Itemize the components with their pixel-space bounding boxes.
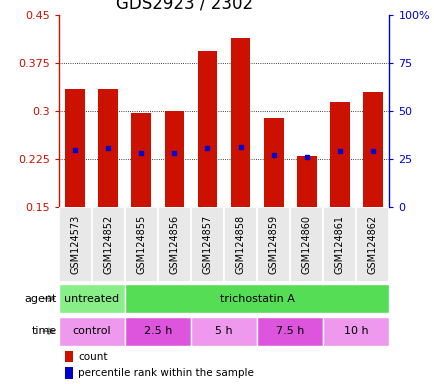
- Title: GDS2923 / 2302: GDS2923 / 2302: [115, 0, 252, 12]
- Bar: [59, 316, 125, 346]
- Text: trichostatin A: trichostatin A: [219, 293, 294, 304]
- Bar: [230, 38, 250, 207]
- Bar: [362, 92, 382, 207]
- Bar: [197, 51, 217, 207]
- Text: GSM124855: GSM124855: [136, 215, 146, 275]
- Bar: [224, 207, 256, 282]
- Text: 10 h: 10 h: [343, 326, 368, 336]
- Bar: [59, 207, 92, 282]
- Bar: [322, 316, 388, 346]
- Text: GSM124852: GSM124852: [103, 215, 113, 275]
- Bar: [92, 207, 125, 282]
- Text: time: time: [31, 326, 56, 336]
- Bar: [98, 89, 118, 207]
- Bar: [65, 89, 85, 207]
- Text: GSM124573: GSM124573: [70, 215, 80, 275]
- Text: control: control: [72, 326, 111, 336]
- Bar: [65, 367, 73, 379]
- Text: 5 h: 5 h: [215, 326, 232, 336]
- Bar: [355, 207, 388, 282]
- Text: 2.5 h: 2.5 h: [143, 326, 172, 336]
- Text: GSM124862: GSM124862: [367, 215, 377, 274]
- Text: GSM124857: GSM124857: [202, 215, 212, 275]
- Bar: [191, 207, 224, 282]
- Bar: [125, 316, 191, 346]
- Bar: [263, 118, 283, 207]
- Bar: [125, 284, 388, 313]
- Bar: [131, 113, 151, 207]
- Text: GSM124859: GSM124859: [268, 215, 278, 274]
- Bar: [296, 156, 316, 207]
- Bar: [256, 316, 322, 346]
- Bar: [329, 102, 349, 207]
- Text: count: count: [78, 352, 108, 362]
- Bar: [125, 207, 158, 282]
- Text: GSM124858: GSM124858: [235, 215, 245, 274]
- Bar: [322, 207, 355, 282]
- Bar: [289, 207, 322, 282]
- Bar: [256, 207, 289, 282]
- Text: 7.5 h: 7.5 h: [275, 326, 304, 336]
- Bar: [59, 284, 125, 313]
- Text: GSM124860: GSM124860: [301, 215, 311, 274]
- Text: untreated: untreated: [64, 293, 119, 304]
- Text: GSM124856: GSM124856: [169, 215, 179, 274]
- Bar: [191, 316, 256, 346]
- Text: agent: agent: [24, 293, 56, 304]
- Bar: [158, 207, 191, 282]
- Bar: [65, 351, 73, 362]
- Bar: [164, 111, 184, 207]
- Text: GSM124861: GSM124861: [334, 215, 344, 274]
- Text: percentile rank within the sample: percentile rank within the sample: [78, 368, 253, 378]
